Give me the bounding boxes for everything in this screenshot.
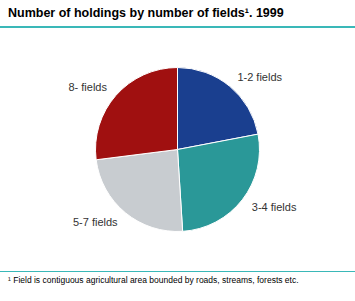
svg-text:8- fields: 8- fields — [68, 81, 107, 93]
svg-text:1-2 fields: 1-2 fields — [237, 71, 282, 83]
svg-text:3-4 fields: 3-4 fields — [252, 201, 297, 213]
svg-text:5-7 fields: 5-7 fields — [73, 216, 118, 228]
html-text:¹ Field is contiguous agricult: ¹ Field is contiguous agricultural area … — [8, 275, 299, 285]
html-text:Number of holdings by number o: Number of holdings by number of fields¹.… — [8, 6, 284, 20]
